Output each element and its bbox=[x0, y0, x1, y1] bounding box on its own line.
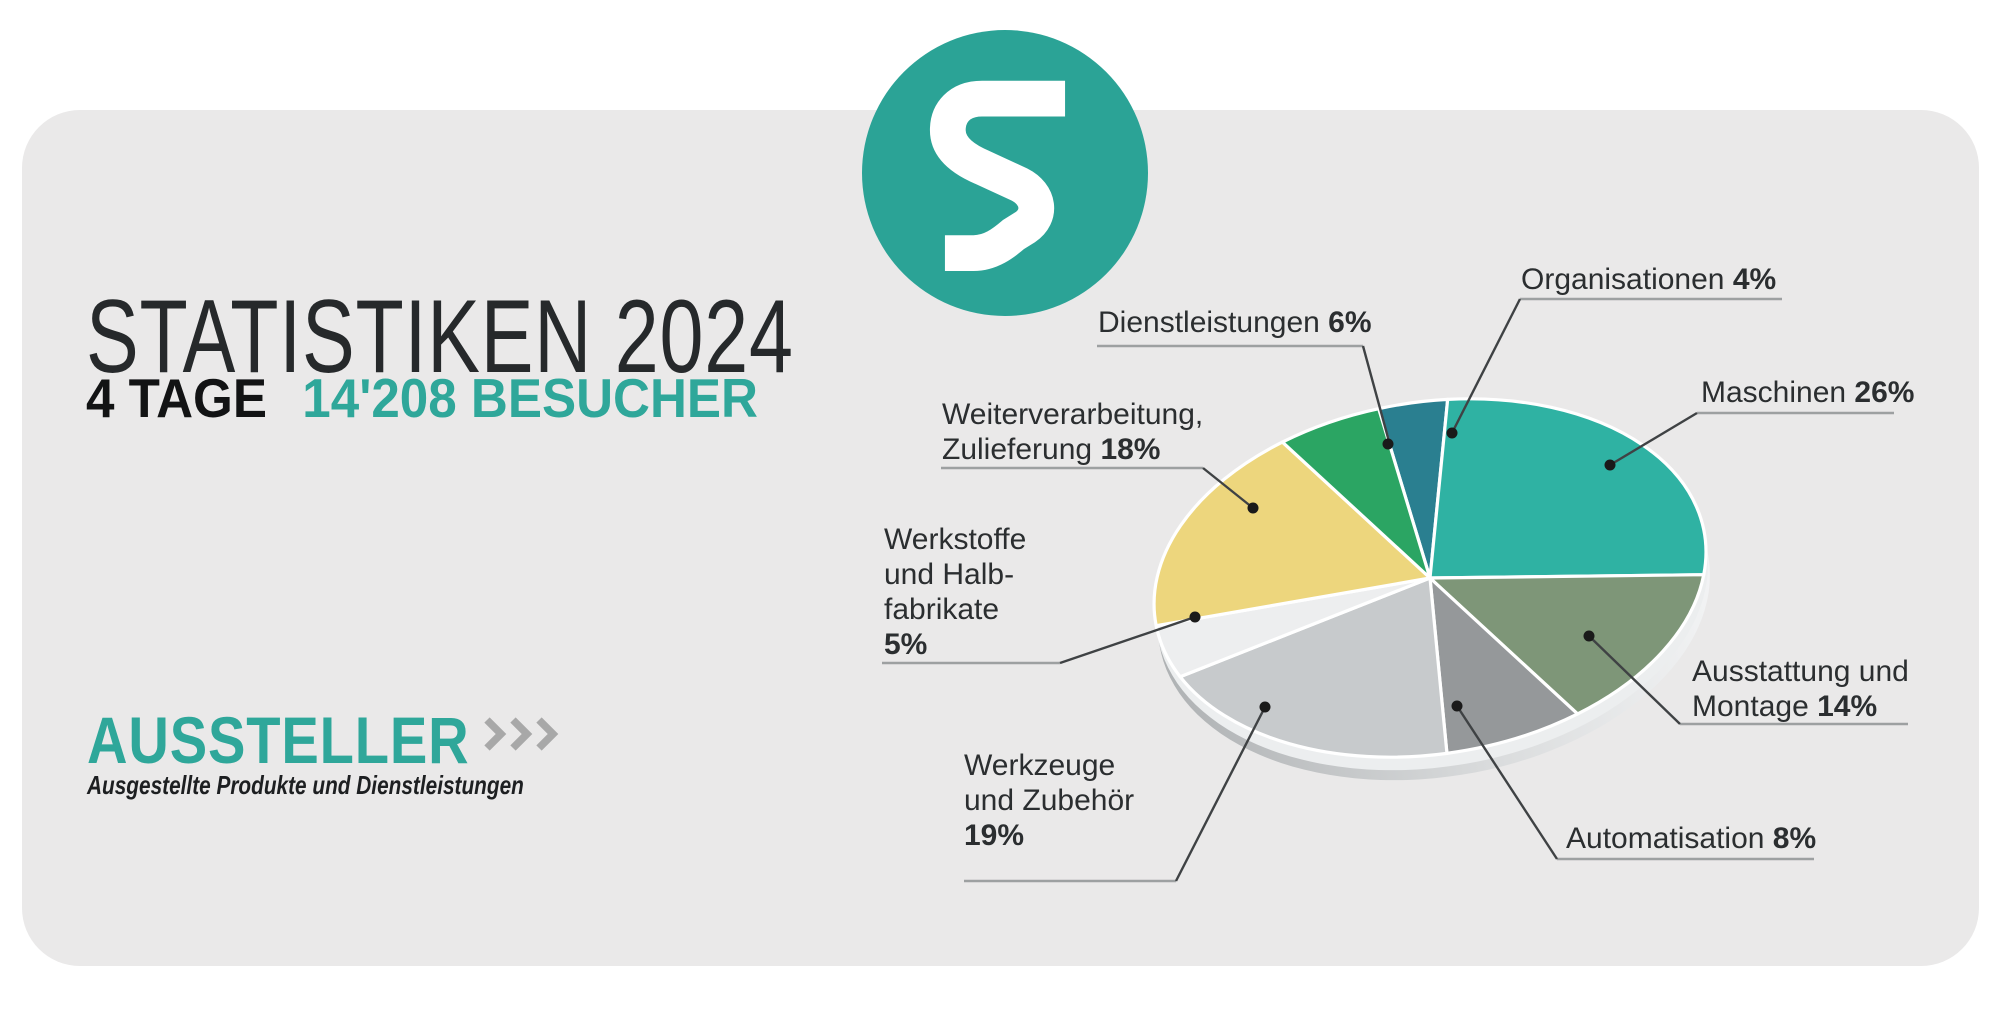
label-text: fabrikate bbox=[884, 593, 1000, 626]
pie-label-maschinen: Maschinen 26% bbox=[1701, 375, 1914, 410]
label-text: Werkstoffe bbox=[884, 523, 1027, 556]
stat-visitors: 14'208 BESUCHER bbox=[302, 367, 758, 429]
label-pct: 5% bbox=[884, 628, 928, 661]
label-text: Automatisation bbox=[1566, 822, 1765, 855]
label-pct: 19% bbox=[964, 819, 1025, 852]
pie-label-ausstattung: Ausstattung und Montage 14% bbox=[1692, 654, 1909, 724]
label-pct: 26% bbox=[1854, 376, 1915, 409]
label-text: Zulieferung bbox=[942, 433, 1093, 466]
label-text: und Halb- bbox=[884, 558, 1015, 591]
key-stats: 4 TAGE 14'208 BESUCHER bbox=[86, 366, 758, 430]
label-pct: 4% bbox=[1732, 263, 1777, 296]
chevrons-right-icon bbox=[483, 717, 567, 756]
label-pct: 6% bbox=[1328, 306, 1372, 339]
label-text: und Zubehör bbox=[964, 784, 1135, 817]
label-text: Organisationen bbox=[1521, 263, 1725, 296]
pie-label-werkstoffe: Werkstoffe und Halb- fabrikate 5% bbox=[884, 522, 1026, 662]
label-text: Maschinen bbox=[1701, 376, 1847, 409]
label-text: Dienstleistungen bbox=[1098, 306, 1320, 339]
label-pct: 8% bbox=[1772, 822, 1817, 855]
pie-label-werkzeuge: Werkzeuge und Zubehör 19% bbox=[964, 748, 1134, 853]
label-text: Montage bbox=[1692, 690, 1809, 723]
page-title: STATISTIKEN 2024 bbox=[86, 279, 794, 395]
label-pct: 18% bbox=[1100, 433, 1161, 466]
label-text: Weiterverarbeitung, bbox=[942, 398, 1204, 431]
stat-days: 4 TAGE bbox=[86, 367, 267, 429]
brand-logo bbox=[862, 30, 1148, 316]
pie-label-weiterverarbeitung: Weiterverarbeitung, Zulieferung 18% bbox=[942, 397, 1203, 467]
pie-label-dienstleistungen: Dienstleistungen 6% bbox=[1098, 305, 1372, 340]
pie-label-automatisation: Automatisation 8% bbox=[1566, 821, 1816, 856]
label-text: Werkzeuge bbox=[964, 749, 1116, 782]
logo-s-icon bbox=[929, 80, 1066, 271]
section-subtitle: Ausgestellte Produkte und Dienstleistung… bbox=[87, 770, 524, 800]
pie-label-organisationen: Organisationen 4% bbox=[1521, 262, 1776, 297]
logo-svg bbox=[862, 30, 1148, 316]
label-text: Ausstattung und bbox=[1692, 655, 1909, 688]
label-pct: 14% bbox=[1817, 690, 1878, 723]
section-title-aussteller: AUSSTELLER bbox=[87, 703, 470, 777]
